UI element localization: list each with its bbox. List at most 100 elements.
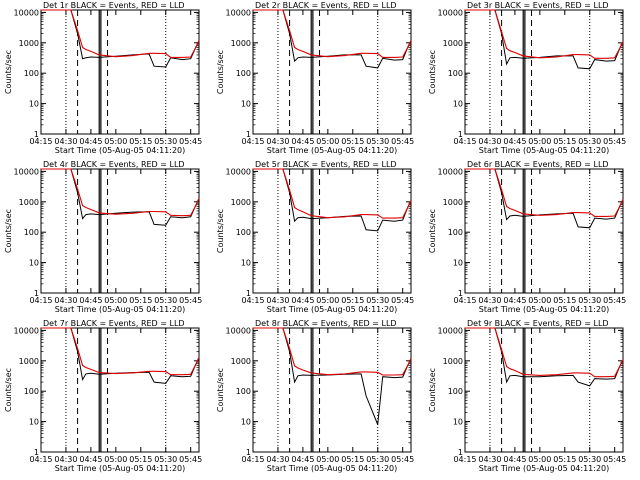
x-tick-label: 05:00: [316, 455, 339, 464]
x-tick-label: 04:30: [266, 455, 289, 464]
x-tick-label: 04:30: [478, 455, 501, 464]
x-tick-label: 04:30: [266, 296, 289, 305]
y-tick-label: 100: [236, 387, 251, 396]
x-tick-label: 04:15: [453, 455, 476, 464]
events-series-line: [253, 9, 412, 69]
y-tick-label: 10000: [226, 326, 251, 335]
y-tick-label: 10: [241, 418, 251, 427]
y-tick-label: 10000: [14, 167, 39, 176]
x-tick-label: 05:30: [366, 137, 389, 146]
y-axis-label: Counts/sec: [216, 209, 225, 253]
y-tick-label: 1000: [19, 39, 39, 48]
x-tick-label: 05:30: [578, 296, 601, 305]
x-tick-label: 05:15: [553, 296, 576, 305]
x-tick-label: 05:00: [528, 455, 551, 464]
x-tick-label: 04:45: [291, 137, 314, 146]
x-tick-label: 05:30: [578, 137, 601, 146]
x-tick-label: 05:30: [154, 137, 177, 146]
x-tick-label: 05:15: [341, 455, 364, 464]
plot-frame: [464, 327, 624, 453]
panel-title: Det 6r BLACK = Events, RED = LLD: [467, 160, 609, 169]
y-axis-label: Counts/sec: [4, 50, 13, 94]
lld-series-line: [465, 327, 624, 378]
lld-series-line: [253, 168, 412, 219]
x-tick-label: 05:30: [366, 455, 389, 464]
x-axis-label: Start Time (05-Aug-05 04:11:20): [479, 146, 610, 155]
x-axis-label: Start Time (05-Aug-05 04:11:20): [55, 464, 186, 473]
plot-frame: [40, 9, 200, 135]
x-tick-label: 04:45: [79, 455, 102, 464]
x-tick-label: 04:45: [503, 137, 526, 146]
x-tick-label: 04:15: [453, 296, 476, 305]
panel-6: Det 6r BLACK = Events, RED = LLD 1 10 100 10…: [428, 160, 626, 314]
x-axis-label: Start Time (05-Aug-05 04:11:20): [479, 305, 610, 314]
x-tick-label: 05:45: [179, 455, 202, 464]
x-tick-label: 04:15: [241, 137, 264, 146]
x-tick-label: 04:15: [29, 296, 52, 305]
x-tick-label: 05:45: [603, 137, 626, 146]
x-tick-label: 04:45: [503, 455, 526, 464]
x-tick-label: 05:15: [341, 296, 364, 305]
plot-frame: [40, 327, 200, 453]
x-tick-label: 04:15: [241, 296, 264, 305]
y-axis-label: Counts/sec: [4, 209, 13, 253]
y-tick-label: 100: [236, 228, 251, 237]
x-tick-label: 04:15: [241, 455, 264, 464]
x-tick-label: 05:00: [316, 296, 339, 305]
x-tick-label: 04:15: [29, 455, 52, 464]
y-axis-label: Counts/sec: [216, 50, 225, 94]
y-tick-label: 100: [24, 387, 39, 396]
x-axis-label: Start Time (05-Aug-05 04:11:20): [55, 146, 186, 155]
x-tick-label: 05:30: [154, 455, 177, 464]
y-axis-label: Counts/sec: [428, 50, 437, 94]
y-tick-label: 10000: [226, 167, 251, 176]
y-tick-label: 100: [448, 228, 463, 237]
x-tick-label: 04:45: [291, 296, 314, 305]
y-tick-label: 1: [34, 448, 39, 457]
x-tick-label: 04:30: [54, 296, 77, 305]
lld-series-line: [253, 327, 412, 376]
y-tick-label: 1000: [231, 198, 251, 207]
y-tick-label: 10000: [14, 326, 39, 335]
x-tick-label: 05:00: [104, 455, 127, 464]
panel-title: Det 2r BLACK = Events, RED = LLD: [255, 1, 397, 10]
panel-title: Det 1r BLACK = Events, RED = LLD: [43, 1, 185, 10]
x-tick-label: 05:00: [104, 296, 127, 305]
y-tick-label: 1: [246, 130, 251, 139]
y-tick-label: 10: [241, 100, 251, 109]
x-axis-label: Start Time (05-Aug-05 04:11:20): [267, 305, 398, 314]
y-tick-label: 1000: [443, 39, 463, 48]
x-axis-label: Start Time (05-Aug-05 04:11:20): [267, 464, 398, 473]
x-tick-label: 05:15: [553, 455, 576, 464]
y-tick-label: 10: [453, 418, 463, 427]
y-tick-label: 10000: [438, 326, 463, 335]
events-series-line: [253, 327, 412, 425]
x-tick-label: 05:15: [341, 137, 364, 146]
panel-8: Det 8r BLACK = Events, RED = LLD 1 10 100 10…: [216, 319, 414, 473]
x-tick-label: 05:30: [154, 296, 177, 305]
x-tick-label: 05:45: [179, 137, 202, 146]
x-tick-label: 05:30: [366, 296, 389, 305]
x-tick-label: 04:30: [478, 296, 501, 305]
x-tick-label: 04:15: [453, 137, 476, 146]
y-tick-label: 10: [453, 259, 463, 268]
panel-1: Det 1r BLACK = Events, RED = LLD 1 10 100 10…: [4, 1, 202, 155]
panel-title: Det 3r BLACK = Events, RED = LLD: [467, 1, 609, 10]
y-tick-label: 10: [453, 100, 463, 109]
panel-title: Det 8r BLACK = Events, RED = LLD: [255, 319, 397, 328]
x-tick-label: 05:00: [104, 137, 127, 146]
panel-title: Det 5r BLACK = Events, RED = LLD: [255, 160, 397, 169]
x-tick-label: 05:45: [391, 455, 414, 464]
panel-2: Det 2r BLACK = Events, RED = LLD 1 10 100 10…: [216, 1, 414, 155]
y-tick-label: 1000: [231, 357, 251, 366]
panel-5: Det 5r BLACK = Events, RED = LLD 1 10 100 10…: [216, 160, 414, 314]
panel-3: Det 3r BLACK = Events, RED = LLD 1 10 100 10…: [428, 1, 626, 155]
y-tick-label: 100: [24, 228, 39, 237]
y-tick-label: 1: [458, 448, 463, 457]
x-tick-label: 04:45: [79, 296, 102, 305]
y-tick-label: 10: [29, 259, 39, 268]
y-axis-label: Counts/sec: [428, 209, 437, 253]
panel-9: Det 9r BLACK = Events, RED = LLD 1 10 100 10…: [428, 319, 626, 473]
x-tick-label: 05:45: [391, 137, 414, 146]
y-axis-label: Counts/sec: [4, 368, 13, 412]
